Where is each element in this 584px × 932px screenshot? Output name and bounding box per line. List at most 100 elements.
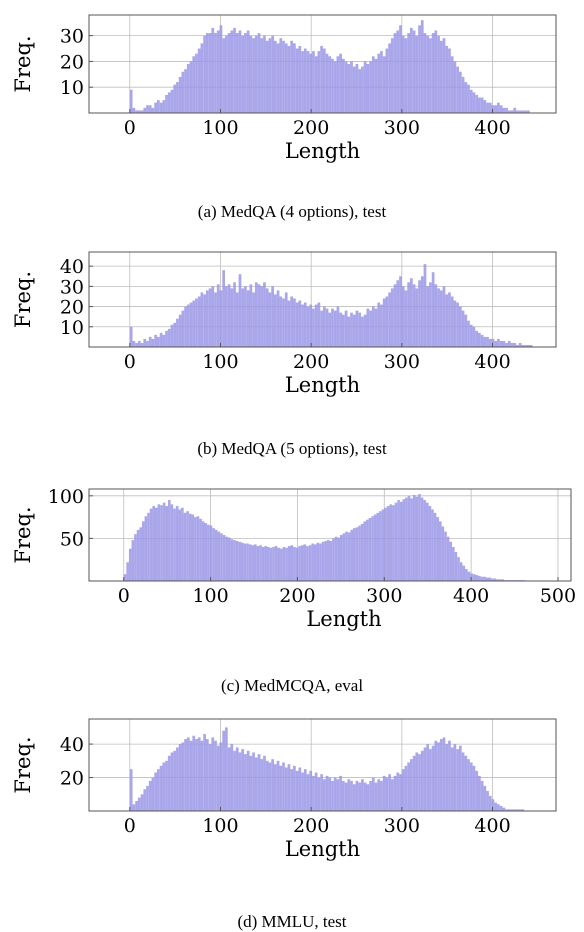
histogram-bar	[415, 288, 419, 347]
histogram-bar	[497, 102, 500, 113]
histogram-bar	[170, 89, 174, 113]
histogram-bar	[197, 737, 201, 811]
histogram-bar	[488, 577, 492, 581]
histogram-bar	[404, 290, 408, 347]
histogram-bar	[454, 552, 458, 581]
histogram-bar	[366, 64, 370, 113]
histogram-bar	[342, 533, 346, 581]
histogram-bar	[486, 102, 489, 113]
histogram-bar	[498, 579, 502, 581]
histogram-bar	[238, 752, 242, 811]
histogram-bar	[148, 336, 152, 347]
histogram-bar	[139, 527, 142, 581]
histogram-bar	[494, 802, 498, 811]
histogram-bar	[200, 740, 204, 811]
histogram-bar	[290, 545, 294, 581]
histogram-bar	[257, 33, 261, 114]
histogram-bar	[204, 523, 208, 581]
histogram-bar	[336, 306, 340, 347]
histogram-bar	[151, 338, 155, 347]
histogram-bar	[390, 779, 394, 811]
histogram-bar	[176, 318, 179, 347]
histogram-bar	[162, 334, 166, 347]
histogram-bar	[404, 765, 408, 811]
histogram-bar	[461, 752, 465, 811]
histogram-bar	[491, 338, 495, 347]
histogram-bar	[211, 737, 215, 811]
histogram-bar	[505, 809, 508, 811]
histogram-bar	[303, 48, 307, 113]
histogram-bar	[358, 782, 362, 811]
histogram-bar	[390, 38, 394, 113]
histogram-bar	[458, 306, 462, 347]
histogram-bar	[385, 48, 389, 113]
histogram-bar	[268, 762, 272, 811]
histogram-bar	[199, 518, 202, 581]
histogram-bar	[526, 110, 530, 113]
histogram-bar	[314, 304, 318, 347]
histogram-bar	[472, 765, 476, 811]
histogram-bar	[472, 92, 476, 113]
histogram-bar	[225, 286, 228, 347]
histogram-bar	[129, 89, 133, 113]
histogram-bar	[173, 84, 177, 113]
histogram-bar	[222, 535, 226, 581]
y-tick-label: 50	[60, 528, 84, 550]
histogram-bar	[165, 506, 169, 581]
histogram-bar	[526, 344, 530, 347]
histogram-bar	[491, 578, 494, 581]
plot-frame	[88, 718, 557, 812]
histogram-bar	[146, 785, 149, 811]
x-tick-label: 300	[384, 815, 420, 837]
histogram-bar	[478, 97, 481, 113]
histogram-bar	[263, 282, 266, 347]
histogram-bar	[371, 777, 375, 811]
histogram-bar	[347, 532, 351, 581]
histogram-bar	[306, 546, 309, 581]
histogram-bar	[393, 33, 397, 114]
histogram-bar	[502, 340, 506, 347]
y-axis-label: Freq.	[11, 271, 35, 328]
histogram-bar	[272, 546, 275, 581]
histogram-bar	[386, 506, 390, 581]
histogram-bar	[358, 312, 362, 347]
histogram-bar	[271, 35, 274, 114]
histogram-bar	[197, 296, 201, 347]
histogram-bar	[219, 290, 223, 347]
histogram-bar	[464, 314, 468, 347]
histogram-bar	[418, 754, 421, 811]
histogram-bar	[322, 48, 326, 113]
histogram-bar	[222, 38, 226, 113]
histogram-bar	[352, 66, 356, 113]
histogram-bar	[371, 516, 374, 581]
histogram-chart-c: 0 100 200 300 400 500 50 100 Length Freq.	[11, 486, 576, 631]
histogram-bar	[428, 506, 432, 581]
y-tick-label: 40	[60, 256, 84, 278]
histogram-bar	[480, 334, 484, 347]
histogram-bar	[196, 516, 200, 581]
histogram-bar	[458, 71, 462, 113]
histogram-bar	[499, 805, 503, 811]
histogram-bar	[442, 38, 446, 113]
histogram-bar	[290, 296, 294, 347]
histogram-bar	[219, 25, 223, 114]
histogram-bar	[285, 547, 288, 581]
histogram-bar	[216, 745, 220, 811]
bars	[129, 20, 530, 114]
histogram-bar	[420, 497, 424, 581]
histogram-bar	[507, 809, 511, 811]
histogram-bar	[214, 529, 218, 581]
histogram-bar	[429, 749, 432, 811]
histogram-bar	[280, 548, 283, 581]
histogram-bar	[355, 64, 359, 113]
histogram-bar	[472, 574, 476, 581]
histogram-bar	[412, 494, 416, 581]
histogram-bar	[186, 304, 190, 347]
histogram-bar	[361, 779, 364, 811]
histogram-bar	[336, 56, 340, 113]
histogram-bar	[437, 288, 440, 347]
histogram-bar	[207, 524, 210, 581]
histogram-bar	[235, 33, 239, 114]
y-tick-label: 100	[48, 486, 84, 508]
histogram-bar	[159, 765, 163, 811]
